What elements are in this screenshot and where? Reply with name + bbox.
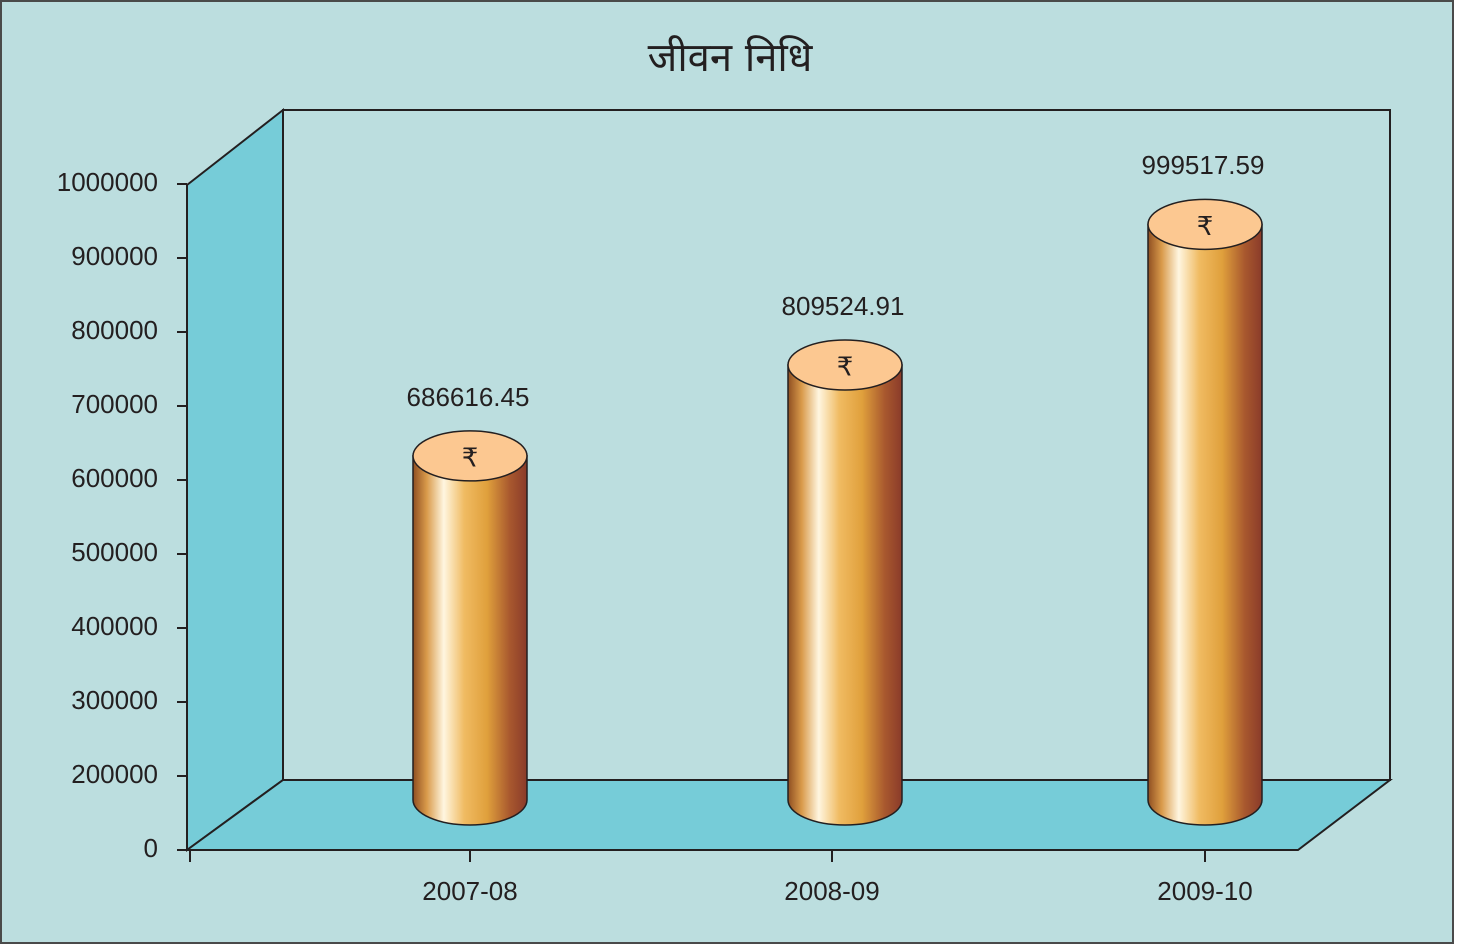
y-tick-label: 200000 <box>71 759 158 789</box>
data-label: 809524.91 <box>782 291 905 321</box>
cylinder-body <box>1147 223 1263 826</box>
currency-symbol: ₹ <box>462 443 479 473</box>
left-wall <box>186 107 284 852</box>
y-tick-label: 0 <box>144 833 158 863</box>
bar <box>787 339 903 826</box>
x-tick-label: 2007-08 <box>422 876 517 906</box>
cylinder-body <box>787 364 903 826</box>
data-label: 686616.45 <box>407 382 530 412</box>
y-tick-label: 600000 <box>71 463 158 493</box>
y-tick-label: 500000 <box>71 537 158 567</box>
y-tick-label: 700000 <box>71 389 158 419</box>
cylinder-cap <box>1147 198 1263 251</box>
currency-symbol: ₹ <box>837 352 854 382</box>
data-label: 999517.59 <box>1142 150 1265 180</box>
currency-symbol: ₹ <box>1197 212 1214 242</box>
x-tick-label: 2009-10 <box>1157 876 1252 906</box>
y-tick-label: 800000 <box>71 315 158 345</box>
x-tick-label: 2008-09 <box>784 876 879 906</box>
chart-title: जीवन निधि <box>648 35 814 81</box>
bar <box>412 430 528 826</box>
y-tick-label: 300000 <box>71 685 158 715</box>
y-tick-label: 400000 <box>71 611 158 641</box>
y-tick-label: 1000000 <box>57 167 158 197</box>
cylinder-cap <box>412 430 528 482</box>
cylinder-cap <box>787 339 903 391</box>
cylinder-body <box>412 455 528 826</box>
bar <box>1147 198 1263 826</box>
y-tick-label: 900000 <box>71 241 158 271</box>
